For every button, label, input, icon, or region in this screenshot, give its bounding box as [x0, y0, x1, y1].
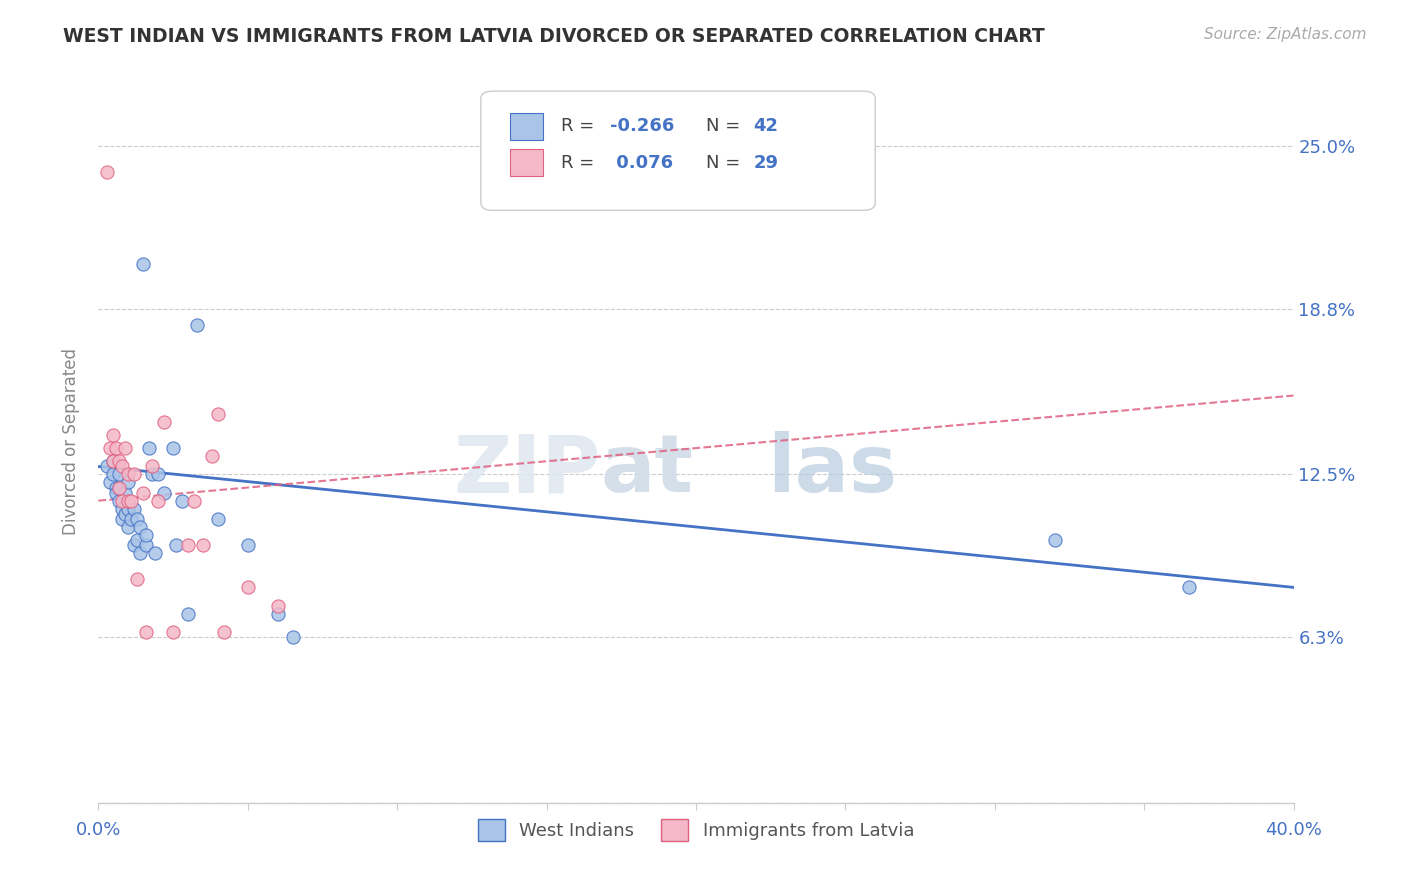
- Point: [162, 441, 184, 455]
- Point: [236, 580, 259, 594]
- Point: [111, 493, 134, 508]
- Point: [98, 441, 122, 455]
- Point: [183, 493, 205, 508]
- Text: las: las: [768, 432, 898, 509]
- Point: [108, 454, 131, 468]
- Point: [132, 485, 155, 500]
- Point: [141, 459, 163, 474]
- Text: N =: N =: [706, 154, 745, 172]
- Point: [127, 512, 149, 526]
- Point: [236, 538, 259, 552]
- Point: [177, 607, 200, 621]
- Text: -0.266: -0.266: [610, 117, 675, 135]
- Point: [135, 625, 157, 640]
- Point: [132, 257, 155, 271]
- Point: [117, 520, 139, 534]
- Point: [114, 507, 136, 521]
- Point: [120, 512, 142, 526]
- Point: [111, 501, 134, 516]
- Point: [108, 467, 131, 482]
- Point: [111, 459, 134, 474]
- Point: [124, 501, 146, 516]
- Text: WEST INDIAN VS IMMIGRANTS FROM LATVIA DIVORCED OR SEPARATED CORRELATION CHART: WEST INDIAN VS IMMIGRANTS FROM LATVIA DI…: [63, 27, 1045, 45]
- Text: 29: 29: [754, 154, 779, 172]
- Point: [165, 538, 187, 552]
- Point: [207, 512, 229, 526]
- Point: [153, 485, 176, 500]
- Text: 42: 42: [754, 117, 779, 135]
- Point: [129, 546, 152, 560]
- Point: [105, 485, 128, 500]
- Point: [98, 475, 122, 490]
- Legend: West Indians, Immigrants from Latvia: West Indians, Immigrants from Latvia: [471, 812, 921, 848]
- Point: [105, 441, 128, 455]
- Point: [105, 481, 128, 495]
- Text: R =: R =: [561, 117, 600, 135]
- Point: [1043, 533, 1066, 547]
- Point: [129, 520, 152, 534]
- Point: [111, 512, 134, 526]
- Point: [1178, 580, 1201, 594]
- Point: [143, 546, 166, 560]
- Text: at: at: [600, 432, 693, 509]
- Point: [138, 441, 160, 455]
- Point: [114, 441, 136, 455]
- Point: [191, 538, 214, 552]
- Text: Source: ZipAtlas.com: Source: ZipAtlas.com: [1204, 27, 1367, 42]
- Point: [135, 528, 157, 542]
- Point: [120, 493, 142, 508]
- Point: [141, 467, 163, 482]
- Point: [135, 538, 157, 552]
- Y-axis label: Divorced or Separated: Divorced or Separated: [62, 348, 80, 535]
- Point: [96, 165, 118, 179]
- Point: [148, 493, 170, 508]
- Point: [103, 454, 125, 468]
- Text: ZIP: ZIP: [453, 432, 600, 509]
- Point: [127, 533, 149, 547]
- Point: [186, 318, 208, 332]
- Point: [117, 475, 139, 490]
- Text: 0.076: 0.076: [610, 154, 673, 172]
- Point: [267, 607, 290, 621]
- Point: [108, 493, 131, 508]
- Point: [96, 459, 118, 474]
- Point: [108, 481, 131, 495]
- Point: [207, 407, 229, 421]
- Point: [177, 538, 200, 552]
- Point: [114, 485, 136, 500]
- Point: [201, 449, 224, 463]
- FancyBboxPatch shape: [509, 149, 543, 177]
- Point: [117, 467, 139, 482]
- Point: [103, 428, 125, 442]
- Point: [162, 625, 184, 640]
- Text: R =: R =: [561, 154, 600, 172]
- Point: [153, 415, 176, 429]
- Point: [117, 493, 139, 508]
- Point: [172, 493, 194, 508]
- Point: [127, 573, 149, 587]
- Point: [124, 467, 146, 482]
- Point: [103, 454, 125, 468]
- Point: [281, 630, 304, 644]
- Point: [124, 538, 146, 552]
- FancyBboxPatch shape: [509, 112, 543, 140]
- Point: [117, 501, 139, 516]
- Text: N =: N =: [706, 117, 745, 135]
- Point: [212, 625, 235, 640]
- FancyBboxPatch shape: [481, 91, 876, 211]
- Point: [103, 467, 125, 482]
- Point: [148, 467, 170, 482]
- Point: [108, 481, 131, 495]
- Point: [267, 599, 290, 613]
